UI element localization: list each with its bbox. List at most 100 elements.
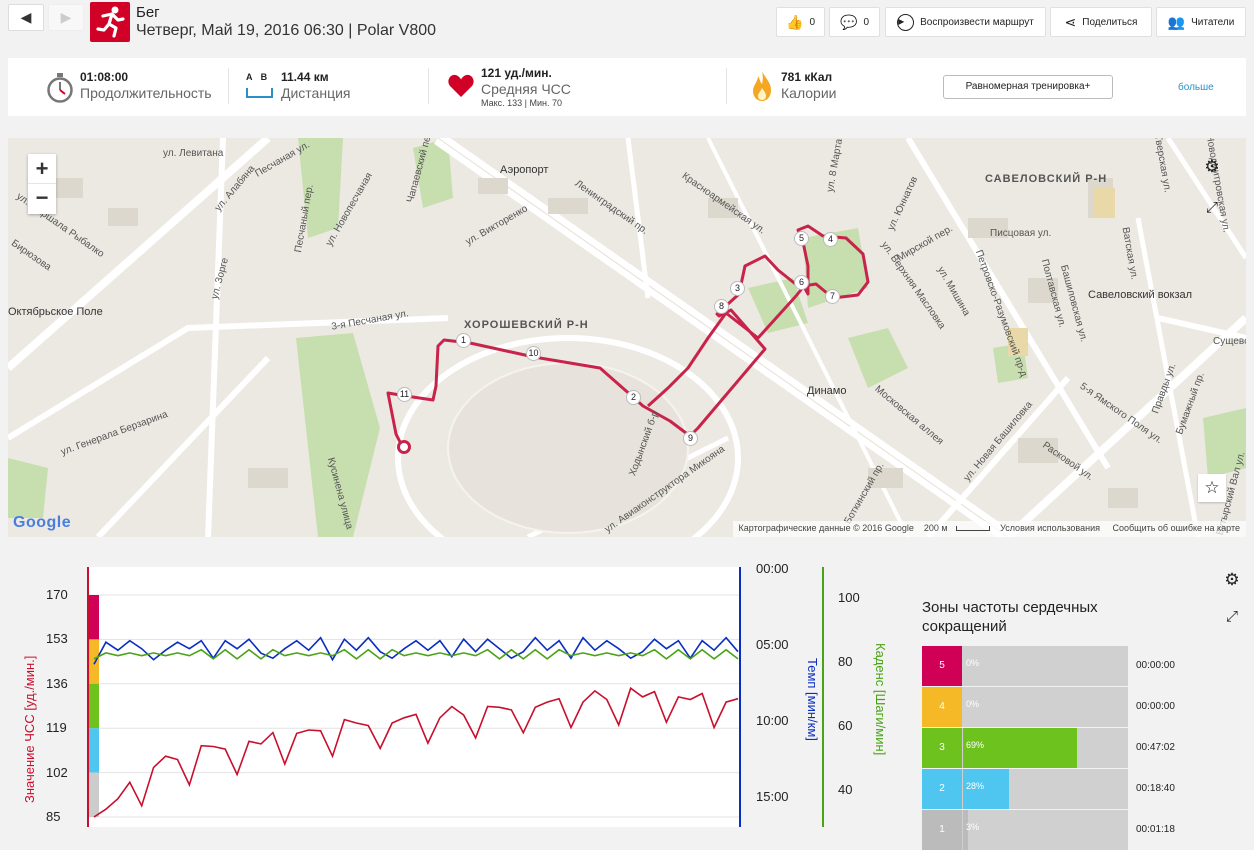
cadence-tick-label: 60 — [838, 718, 853, 733]
hr-tick-label: 170 — [46, 587, 68, 602]
training-plan-button[interactable]: Равномерная тренировка+ — [943, 75, 1113, 99]
route-marker[interactable]: 1 — [456, 333, 471, 348]
route-map[interactable]: ХОРОШЕВСКИЙ Р-Н САВЕЛОВСКИЙ Р-Н Аэропорт… — [8, 138, 1246, 537]
map-base — [8, 138, 1246, 537]
zones-title-line: сокращений — [922, 618, 1007, 635]
route-marker[interactable]: 11 — [397, 387, 412, 402]
series-pace — [93, 636, 739, 665]
pace-axis-title: Темп [мин/км] — [805, 658, 820, 741]
comment-button[interactable]: 💬 0 — [829, 7, 880, 37]
calories-label: Калории — [781, 85, 837, 101]
terms-link[interactable]: Условия использования — [1000, 523, 1100, 533]
star-icon[interactable]: ☆ — [1198, 474, 1226, 502]
route-marker[interactable]: 6 — [794, 275, 809, 290]
metro-label: Октябрьское Поле — [8, 306, 103, 318]
zone-number: 1 — [922, 810, 962, 850]
heart-rate-stat: 121 уд./мин. Средняя ЧСС Макс. 133 | Мин… — [481, 66, 571, 108]
flame-icon — [752, 70, 772, 107]
metro-label: Динамо — [807, 385, 847, 397]
replay-route-button[interactable]: ▶ Воспроизвести маршрут — [885, 7, 1046, 37]
distance-label: Дистанция — [281, 85, 351, 101]
zone-percent: 69% — [966, 740, 985, 750]
map-scale: 200 м — [923, 523, 948, 533]
cadence-axis-title: Каденс [Шаги/мин] — [873, 643, 888, 756]
activity-subtitle: Четверг, Май 19, 2016 06:30 | Polar V800 — [136, 22, 437, 39]
duration-stat: 01:08:00 Продолжительность — [80, 70, 212, 101]
metro-label: Савеловский вокзал — [1088, 289, 1193, 301]
hr-label: Средняя ЧСС — [481, 81, 571, 97]
cadence-tick-label: 100 — [838, 590, 860, 605]
chart-fullscreen-icon[interactable]: ⤢ — [1225, 608, 1238, 625]
fullscreen-icon[interactable]: ⤢ — [1205, 199, 1218, 216]
hr-tick-label: 119 — [46, 720, 67, 736]
calories-value: 781 кКал — [781, 70, 833, 84]
followers-button[interactable]: 👥 Читатели — [1156, 7, 1246, 37]
zone-percent: 0% — [966, 699, 980, 709]
hr-axis-title: Значение ЧСС [уд./мин.] — [22, 655, 37, 803]
divider — [228, 68, 229, 104]
map-settings-icon[interactable]: ⚙ — [1204, 157, 1220, 176]
distance-value: 11.44 км — [281, 70, 329, 84]
route-marker[interactable]: 9 — [683, 431, 698, 446]
zone-bar — [963, 769, 1010, 809]
zone-number: 2 — [922, 769, 962, 809]
hr-zone-band — [88, 595, 99, 640]
route-marker[interactable]: 8 — [714, 299, 729, 314]
distance-stat: 11.44 км Дистанция — [281, 70, 351, 101]
zone-percent: 0% — [966, 658, 980, 668]
duration-label: Продолжительность — [80, 85, 212, 101]
zone-row: 1 3% — [922, 810, 1128, 850]
zone-row: 5 0% — [922, 646, 1128, 686]
route-marker[interactable]: 10 — [526, 346, 541, 361]
zones-title: Зоны частоты сердечных сокращений — [922, 598, 1242, 636]
duration-value: 01:08:00 — [80, 70, 129, 84]
chevron-right-icon: ▶ — [60, 9, 72, 25]
summary-bar: 01:08:00 Продолжительность A B 11.44 км … — [8, 58, 1246, 116]
people-icon: 👥 — [1167, 13, 1186, 30]
zone-row: 4 0% — [922, 687, 1128, 727]
chart-settings-icon[interactable]: ⚙ — [1224, 570, 1240, 589]
hr-zones-panel: Зоны частоты сердечных сокращений 5 0% 00:… — [922, 598, 1242, 850]
street-label: Сущевский ул. — [1213, 336, 1246, 347]
forward-button[interactable]: ▶ — [48, 4, 84, 31]
zoom-out-button[interactable]: − — [35, 185, 49, 210]
hr-zone-band — [88, 728, 99, 773]
share-button[interactable]: ⋖ Поделиться — [1050, 7, 1152, 37]
divider — [726, 68, 727, 104]
hr-tick-label: 85 — [46, 809, 61, 824]
route-marker[interactable]: 7 — [825, 289, 840, 304]
zone-time: 00:47:02 — [1136, 742, 1175, 753]
zone-percent: 3% — [966, 822, 980, 832]
more-link[interactable]: больше — [1178, 82, 1214, 93]
hr-tick-label: 136 — [46, 675, 68, 691]
activity-header: ◀ ▶ Бег Четверг, Май 19, 2016 06:30 | Po… — [0, 0, 1254, 50]
hr-tick-label: 102 — [46, 764, 68, 780]
like-button[interactable]: 👍 0 — [776, 7, 825, 37]
district-label: САВЕЛОВСКИЙ Р-Н — [985, 173, 1108, 185]
cadence-tick-label: 80 — [838, 654, 853, 669]
zone-row: 2 28% — [922, 769, 1128, 809]
comments-count: 0 — [863, 16, 869, 28]
zoom-in-button[interactable]: + — [28, 154, 56, 184]
route-marker[interactable]: 3 — [730, 281, 745, 296]
pace-tick-label: 05:00 — [756, 637, 789, 652]
likes-count: 0 — [809, 16, 815, 28]
zone-row: 3 69% — [922, 728, 1128, 768]
route-marker[interactable]: 5 — [794, 231, 809, 246]
route-start-marker[interactable] — [397, 440, 411, 454]
report-link[interactable]: Сообщить об ошибке на карте — [1112, 523, 1240, 533]
hr-tick-label: 153 — [46, 631, 68, 647]
zoom-control: + − — [28, 154, 56, 214]
pace-tick-label: 00:00 — [756, 561, 789, 576]
back-button[interactable]: ◀ — [8, 4, 44, 31]
zone-time: 00:00:00 — [1136, 701, 1175, 712]
heart-icon — [448, 74, 474, 103]
zone-number: 4 — [922, 687, 962, 727]
distance-ab-label: A B — [246, 72, 268, 82]
zone-percent: 28% — [966, 781, 985, 791]
route-marker[interactable]: 4 — [823, 232, 838, 247]
route-marker[interactable]: 2 — [626, 390, 641, 405]
comment-icon: 💬 — [840, 13, 858, 30]
pace-tick-label: 10:00 — [756, 713, 789, 728]
play-icon: ▶ — [897, 13, 915, 31]
